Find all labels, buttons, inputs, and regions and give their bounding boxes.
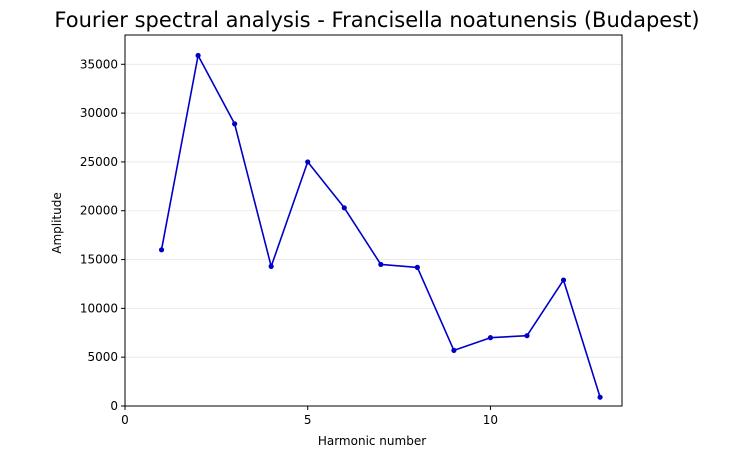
series-line	[160, 54, 601, 398]
y-tick-label: 0	[110, 399, 118, 413]
data-point	[524, 333, 530, 339]
data-point	[560, 277, 567, 283]
x-axis-ticks: 0 5 10	[121, 406, 498, 427]
chart-title: Fourier spectral analysis - Francisella …	[54, 8, 699, 32]
x-tick-label: 10	[483, 413, 498, 427]
y-axis-ticks: 0 5000 10000 15000 20000 25000 30000 35000	[80, 57, 125, 413]
data-point	[232, 121, 238, 127]
data-point	[305, 159, 311, 165]
x-axis-label: Harmonic number	[318, 434, 426, 448]
data-point	[158, 247, 165, 253]
data-point	[341, 205, 347, 211]
y-tick-label: 10000	[80, 301, 118, 315]
y-tick-label: 25000	[80, 155, 118, 169]
y-tick-label: 20000	[80, 204, 118, 218]
data-point	[268, 263, 274, 269]
data-point	[195, 52, 201, 59]
x-tick-label: 0	[121, 413, 129, 427]
y-tick-label: 30000	[80, 106, 118, 120]
y-tick-label: 5000	[87, 350, 118, 364]
x-tick-label: 5	[304, 413, 312, 427]
data-point	[487, 335, 494, 341]
data-point	[451, 347, 457, 353]
plot-frame	[124, 34, 623, 407]
y-axis-label: Amplitude	[50, 192, 64, 254]
gridlines	[125, 63, 622, 358]
y-tick-label: 35000	[80, 57, 118, 71]
data-point	[414, 264, 420, 270]
data-point	[597, 394, 603, 400]
series-layer	[158, 52, 603, 400]
data-point	[378, 261, 384, 268]
y-tick-label: 15000	[80, 253, 118, 267]
